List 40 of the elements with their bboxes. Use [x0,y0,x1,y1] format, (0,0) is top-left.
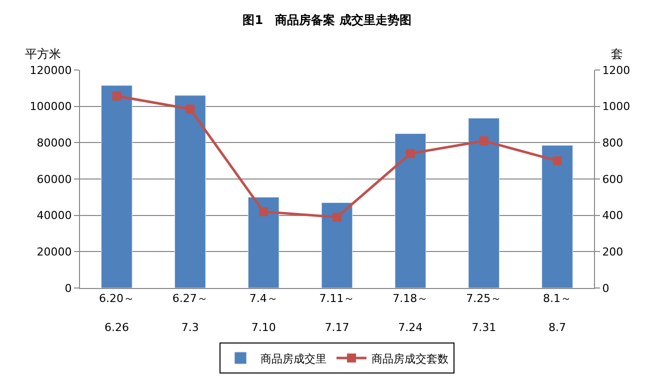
chart-title: 图1 商品房备案 成交里走势图 [242,12,412,27]
bar [394,133,426,288]
point [552,156,562,166]
category-label: 7.25～ 7.31 [466,292,502,334]
point [332,212,342,222]
category-label: 7.4～ 7.10 [249,292,278,334]
bar [321,202,353,288]
y2-tick-label: 1000 [602,100,630,114]
point [406,149,415,158]
category-label: 8.1～ 8.7 [543,292,572,334]
point [259,207,268,216]
y2-tick-label: 600 [602,172,624,186]
y-tick-label: 100000 [30,100,72,114]
y-tick-label: 40000 [36,209,72,222]
category-label: 6.20～ 6.26 [98,292,134,334]
y-tick-label: 80000 [36,136,72,150]
y2-axis-title: 套 [611,47,623,61]
category-label: 7.18～ 7.24 [392,292,428,334]
y2-tick-label: 200 [602,246,624,259]
bar [248,196,280,288]
y-tick-label: 120000 [30,64,72,77]
y-tick-label: 20000 [36,246,72,259]
category-label: 7.11～ 7.17 [319,292,355,334]
bar [468,118,500,288]
legend-label: 商品房成交里 [260,352,326,366]
point [186,104,195,114]
category-label: 6.27～ 7.3 [172,292,208,334]
y2-tick-label: 400 [602,209,624,222]
bar [174,95,206,288]
y-tick-label: 60000 [36,172,72,186]
y2-tick-label: 800 [602,136,624,150]
bar [542,145,573,288]
y2-tick-label: 1200 [602,64,630,77]
point [479,136,488,146]
y-axis-title: 平方米 [25,47,61,61]
legend-label: 商品房成交套数 [372,352,448,366]
point [112,91,122,100]
y-tick-label: 0 [64,282,72,295]
bar [101,85,132,288]
y2-tick-label: 0 [602,282,610,295]
